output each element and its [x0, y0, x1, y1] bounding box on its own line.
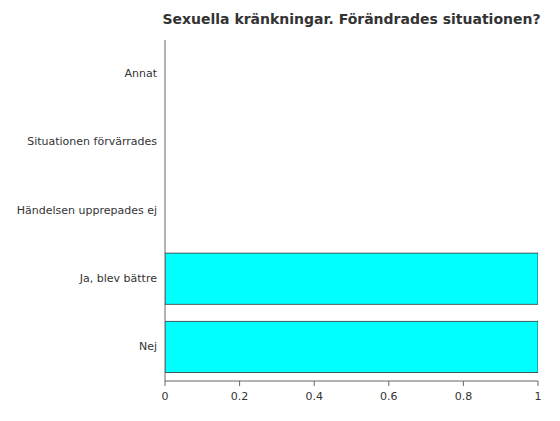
- x-tick: [314, 381, 315, 386]
- y-axis-line: [165, 40, 166, 381]
- x-tick-label: 0.6: [380, 390, 398, 403]
- x-tick: [165, 381, 166, 386]
- bar: [165, 253, 538, 304]
- chart-svg: Sexuella kränkningar. Förändrades situat…: [0, 0, 560, 421]
- category-label: Situationen förvärrades: [27, 135, 157, 148]
- x-tick-label: 1: [535, 390, 542, 403]
- x-tick-label: 0.2: [231, 390, 249, 403]
- x-tick: [538, 381, 539, 386]
- x-tick-label: 0.4: [305, 390, 323, 403]
- bars: [165, 253, 538, 372]
- bar: [165, 321, 538, 372]
- category-label: Annat: [124, 67, 157, 80]
- x-tick-label: 0: [162, 390, 169, 403]
- x-tick: [463, 381, 464, 386]
- x-axis-line: [165, 381, 538, 382]
- x-tick-label: 0.8: [455, 390, 473, 403]
- chart-container: Sexuella kränkningar. Förändrades situat…: [0, 0, 560, 421]
- chart-title: Sexuella kränkningar. Förändrades situat…: [162, 11, 540, 27]
- category-label: Ja, blev bättre: [79, 272, 157, 285]
- x-tick: [239, 381, 240, 386]
- category-label: Nej: [139, 340, 157, 353]
- x-tick: [388, 381, 389, 386]
- category-label: Händelsen upprepades ej: [17, 204, 157, 217]
